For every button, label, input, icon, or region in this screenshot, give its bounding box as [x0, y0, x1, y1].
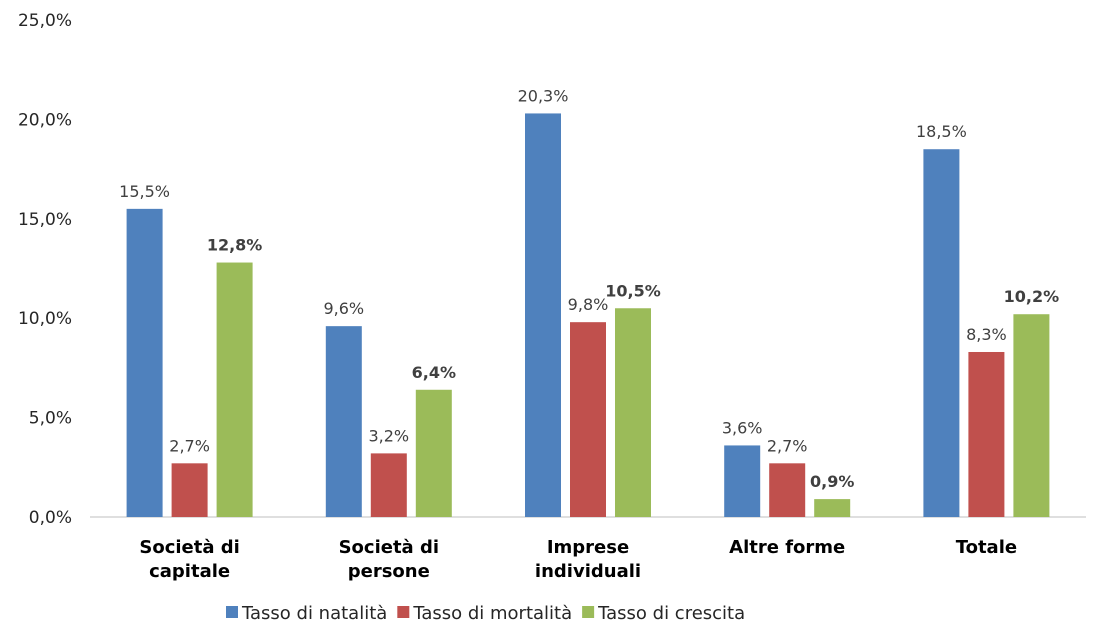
data-label: 2,7%: [767, 436, 808, 455]
legend-swatch: [397, 606, 410, 618]
bar: [724, 445, 761, 517]
y-tick-label: 15,0%: [18, 210, 72, 230]
bar: [968, 351, 1005, 517]
bar: [370, 453, 407, 517]
bar: [923, 149, 960, 517]
legend-label: Tasso di mortalità: [412, 603, 572, 624]
y-tick-label: 5,0%: [29, 409, 72, 429]
legend-swatch: [226, 606, 238, 618]
data-label: 9,8%: [568, 295, 609, 314]
data-label: 8,3%: [966, 325, 1007, 344]
category-label: Imprese: [547, 537, 629, 558]
category-label: persone: [348, 561, 430, 582]
category-label: Società di: [339, 537, 439, 558]
data-label: 10,2%: [1004, 287, 1060, 306]
bar: [615, 308, 651, 517]
legend-label: Tasso di natalità: [241, 603, 387, 624]
bar: [1013, 314, 1050, 517]
bar: [415, 389, 452, 517]
y-tick-label: 0,0%: [29, 508, 72, 528]
bar: [126, 208, 163, 518]
bar: [216, 262, 253, 517]
data-label: 6,4%: [412, 363, 456, 382]
data-label: 12,8%: [207, 236, 263, 255]
legend-swatch: [582, 606, 595, 618]
y-tick-label: 10,0%: [18, 309, 72, 329]
data-label: 20,3%: [518, 86, 569, 105]
data-label: 3,6%: [722, 418, 763, 437]
bar: [769, 463, 806, 517]
data-label: 3,2%: [368, 426, 409, 445]
data-label: 10,5%: [605, 281, 661, 300]
y-tick-label: 20,0%: [18, 110, 72, 130]
data-label: 15,5%: [119, 182, 170, 201]
data-label: 0,9%: [810, 472, 854, 491]
bar: [171, 463, 208, 517]
category-label: individuali: [535, 561, 641, 582]
category-label: Totale: [956, 537, 1017, 558]
category-label: capitale: [149, 561, 230, 582]
bar: [525, 113, 561, 517]
bar: [814, 499, 851, 517]
category-label: Società di: [139, 537, 239, 558]
legend-label: Tasso di crescita: [597, 603, 745, 624]
data-label: 9,6%: [323, 299, 364, 318]
bar: [325, 326, 362, 517]
y-tick-label: 25,0%: [18, 11, 72, 31]
bar: [570, 322, 606, 517]
data-label: 2,7%: [169, 436, 210, 455]
data-label: 18,5%: [916, 122, 967, 141]
category-label: Altre forme: [729, 537, 845, 558]
